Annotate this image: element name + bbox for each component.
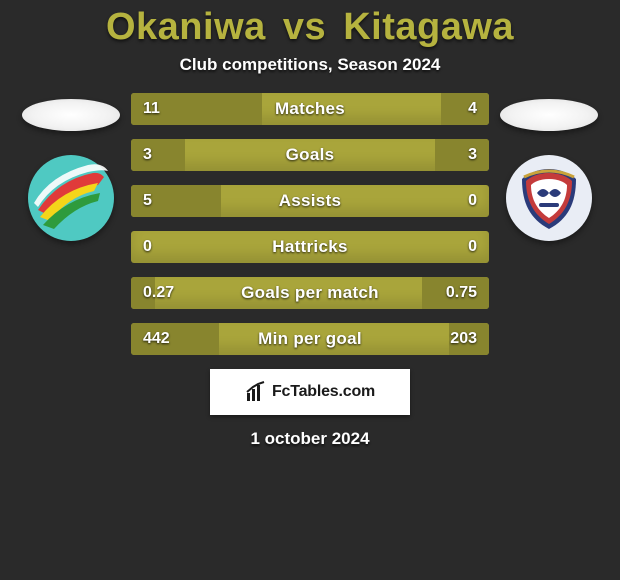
stat-value-right: 0 [456,185,489,217]
stat-row: Min per goal442 203 [131,323,489,355]
content-row: Matches114Goals33Assists50Hattricks00Goa… [0,93,620,355]
stat-value-left: 3 [131,139,164,171]
right-column [489,93,609,241]
player2-avatar-placeholder [500,99,598,131]
stat-label: Hattricks [131,231,489,263]
source-badge: FcTables.com [210,369,410,415]
stat-value-left: 442 [131,323,182,355]
stat-value-right: 4 [456,93,489,125]
player2-club-badge [506,155,592,241]
title-vs: vs [283,6,326,48]
club-badge-left-icon [28,155,114,241]
stat-value-right: 3 [456,139,489,171]
club-badge-right-icon [506,155,592,241]
stat-label: Assists [131,185,489,217]
stat-row: Assists5 0 [131,185,489,217]
stat-value-right: 0.75 [434,277,489,309]
stat-value-right: 203 [438,323,489,355]
stat-value-left: 0.27 [131,277,186,309]
stat-value-right: 0 [456,231,489,263]
stat-row: Matches11 4 [131,93,489,125]
title-player1: Okaniwa [106,6,266,48]
stat-row: Goals3 3 [131,139,489,171]
title-player2: Kitagawa [343,6,514,48]
comparison-card: Okaniwa vs Kitagawa Club competitions, S… [0,0,620,580]
stat-bars: Matches114Goals33Assists50Hattricks00Goa… [131,93,489,355]
stat-value-left: 5 [131,185,164,217]
date-text: 1 october 2024 [250,429,369,449]
title: Okaniwa vs Kitagawa [106,6,514,49]
source-brand-text: FcTables.com [272,383,375,401]
stat-label: Min per goal [131,323,489,355]
player1-avatar-placeholder [22,99,120,131]
stat-row: Hattricks0 0 [131,231,489,263]
subtitle: Club competitions, Season 2024 [180,55,441,75]
player1-club-badge [28,155,114,241]
stat-row: Goals per match0.270.75 [131,277,489,309]
stat-label: Matches [131,93,489,125]
fctables-logo-icon [245,381,267,403]
stat-value-left: 0 [131,231,164,263]
stat-value-left: 11 [131,93,172,125]
left-column [11,93,131,241]
stat-label: Goals [131,139,489,171]
